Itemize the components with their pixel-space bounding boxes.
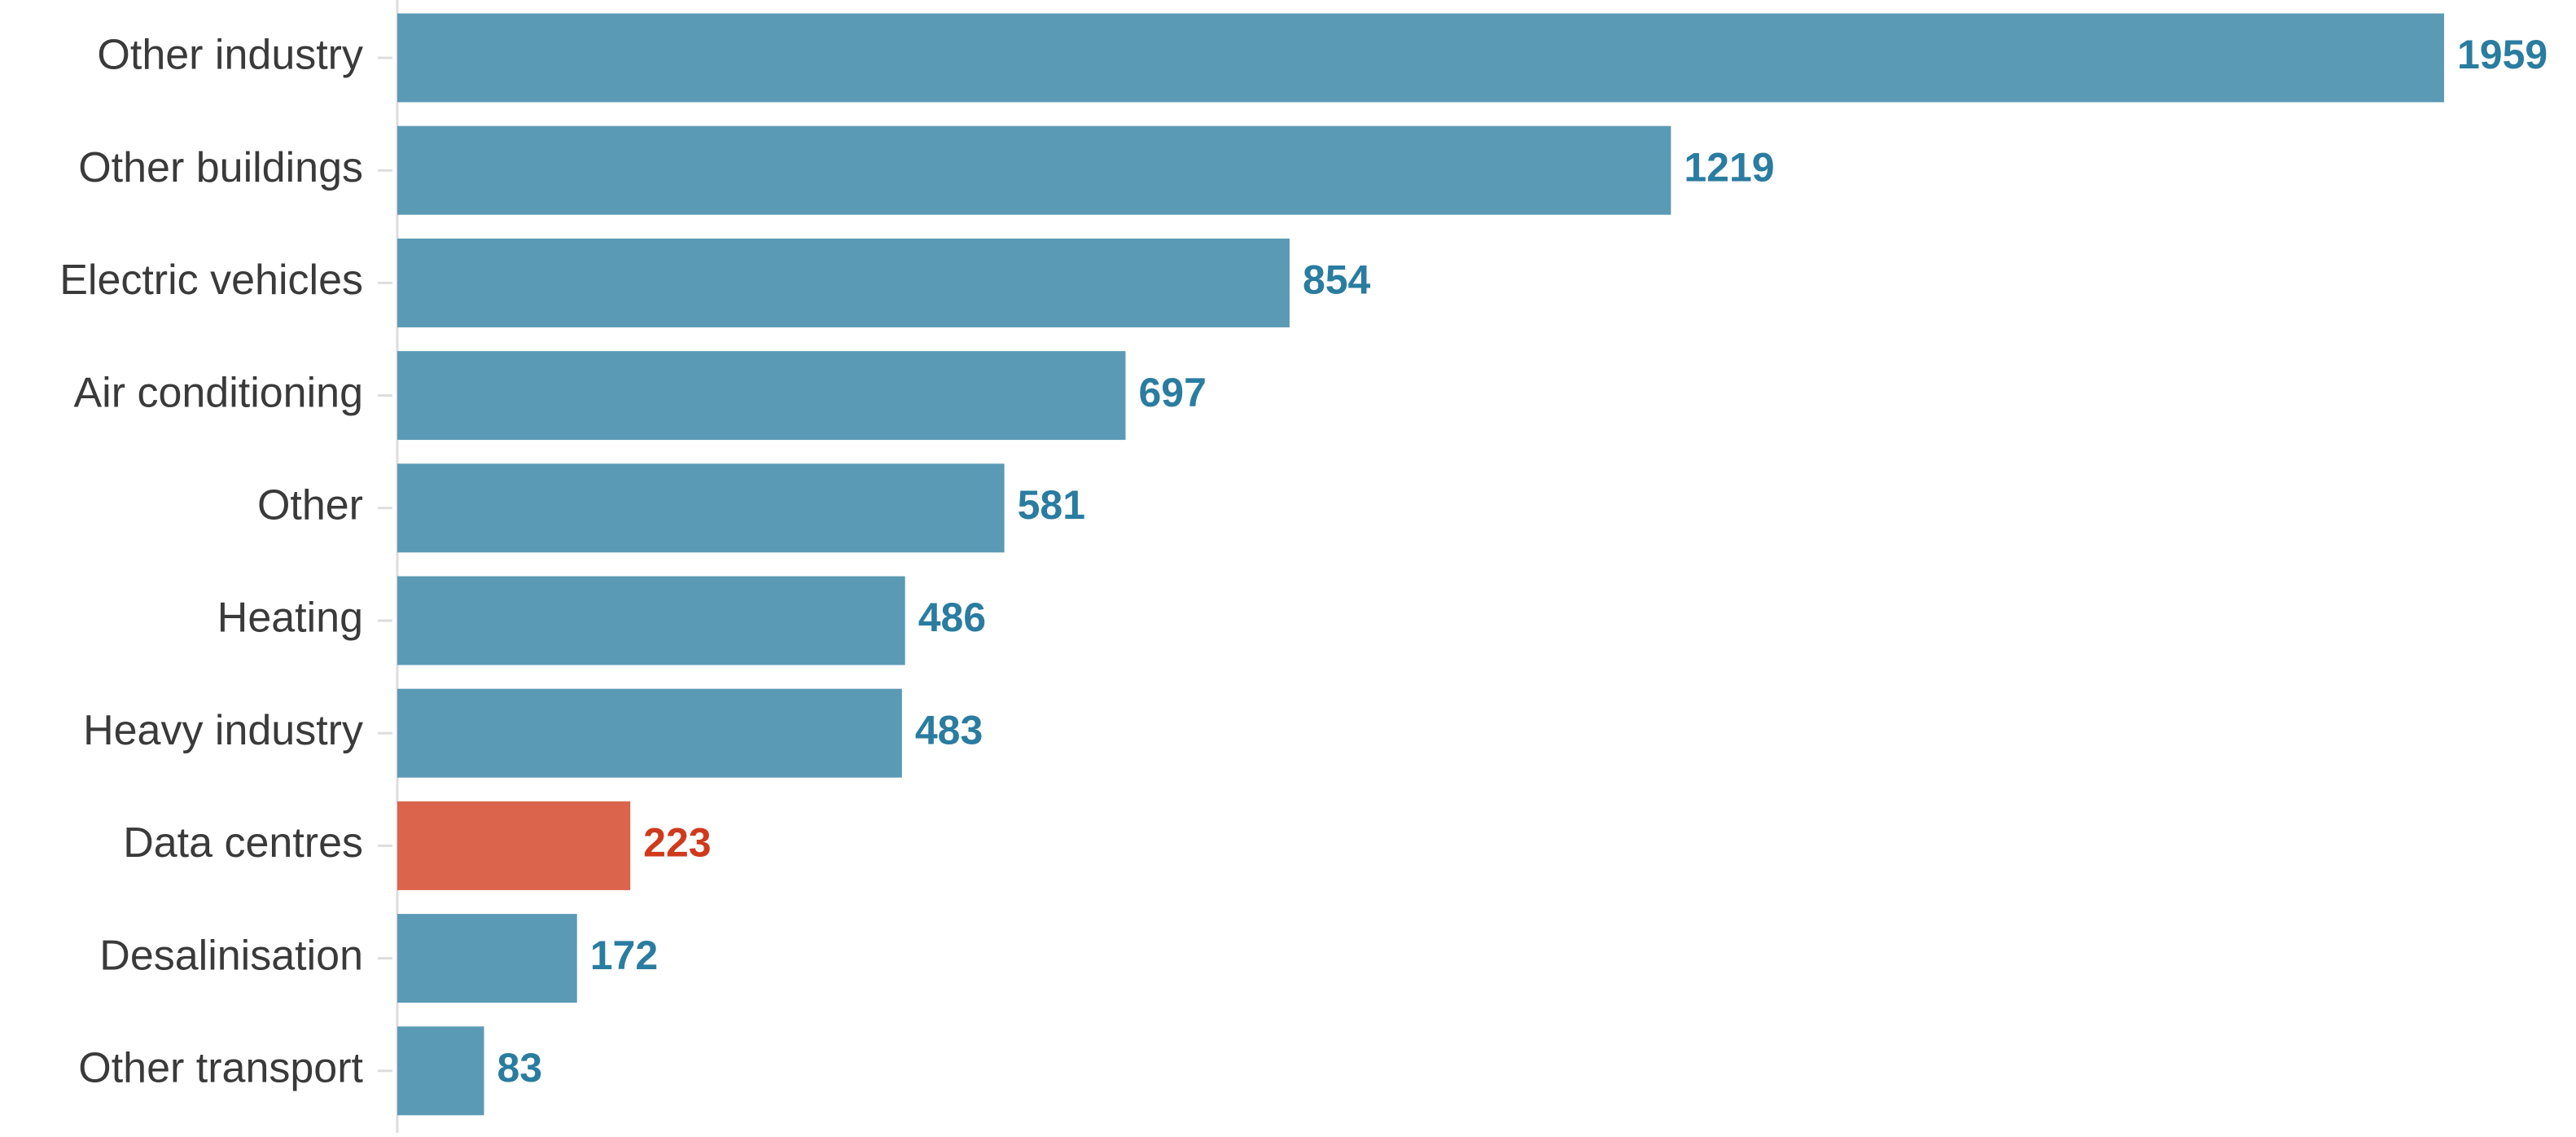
value-label: 223 [643,820,711,866]
bar [397,688,902,778]
value-label: 581 [1018,482,1085,528]
value-label: 697 [1138,370,1206,415]
category-label: Air conditioning [73,369,363,416]
value-label: 483 [915,707,983,753]
bar [397,801,631,890]
bar [397,13,2444,103]
bar [397,1026,484,1116]
category-label: Other [257,482,363,529]
bar [397,351,1126,441]
category-label: Electric vehicles [59,257,363,304]
value-label: 854 [1303,257,1371,303]
bar [397,463,1005,553]
bar [397,238,1290,327]
category-label: Other industry [97,32,363,79]
category-label: Other transport [78,1045,363,1092]
bar [397,914,577,1003]
value-label: 486 [918,595,986,640]
category-label: Heating [217,595,363,642]
category-label: Other buildings [78,144,363,191]
value-label: 1219 [1684,144,1774,190]
value-label: 172 [590,933,658,978]
bar [397,576,905,665]
category-label: Heavy industry [83,707,363,754]
value-label: 1959 [2457,32,2548,77]
value-label: 83 [497,1045,543,1091]
category-label: Data centres [123,819,363,867]
bar [397,125,1671,215]
category-label: Desalinisation [99,932,363,979]
